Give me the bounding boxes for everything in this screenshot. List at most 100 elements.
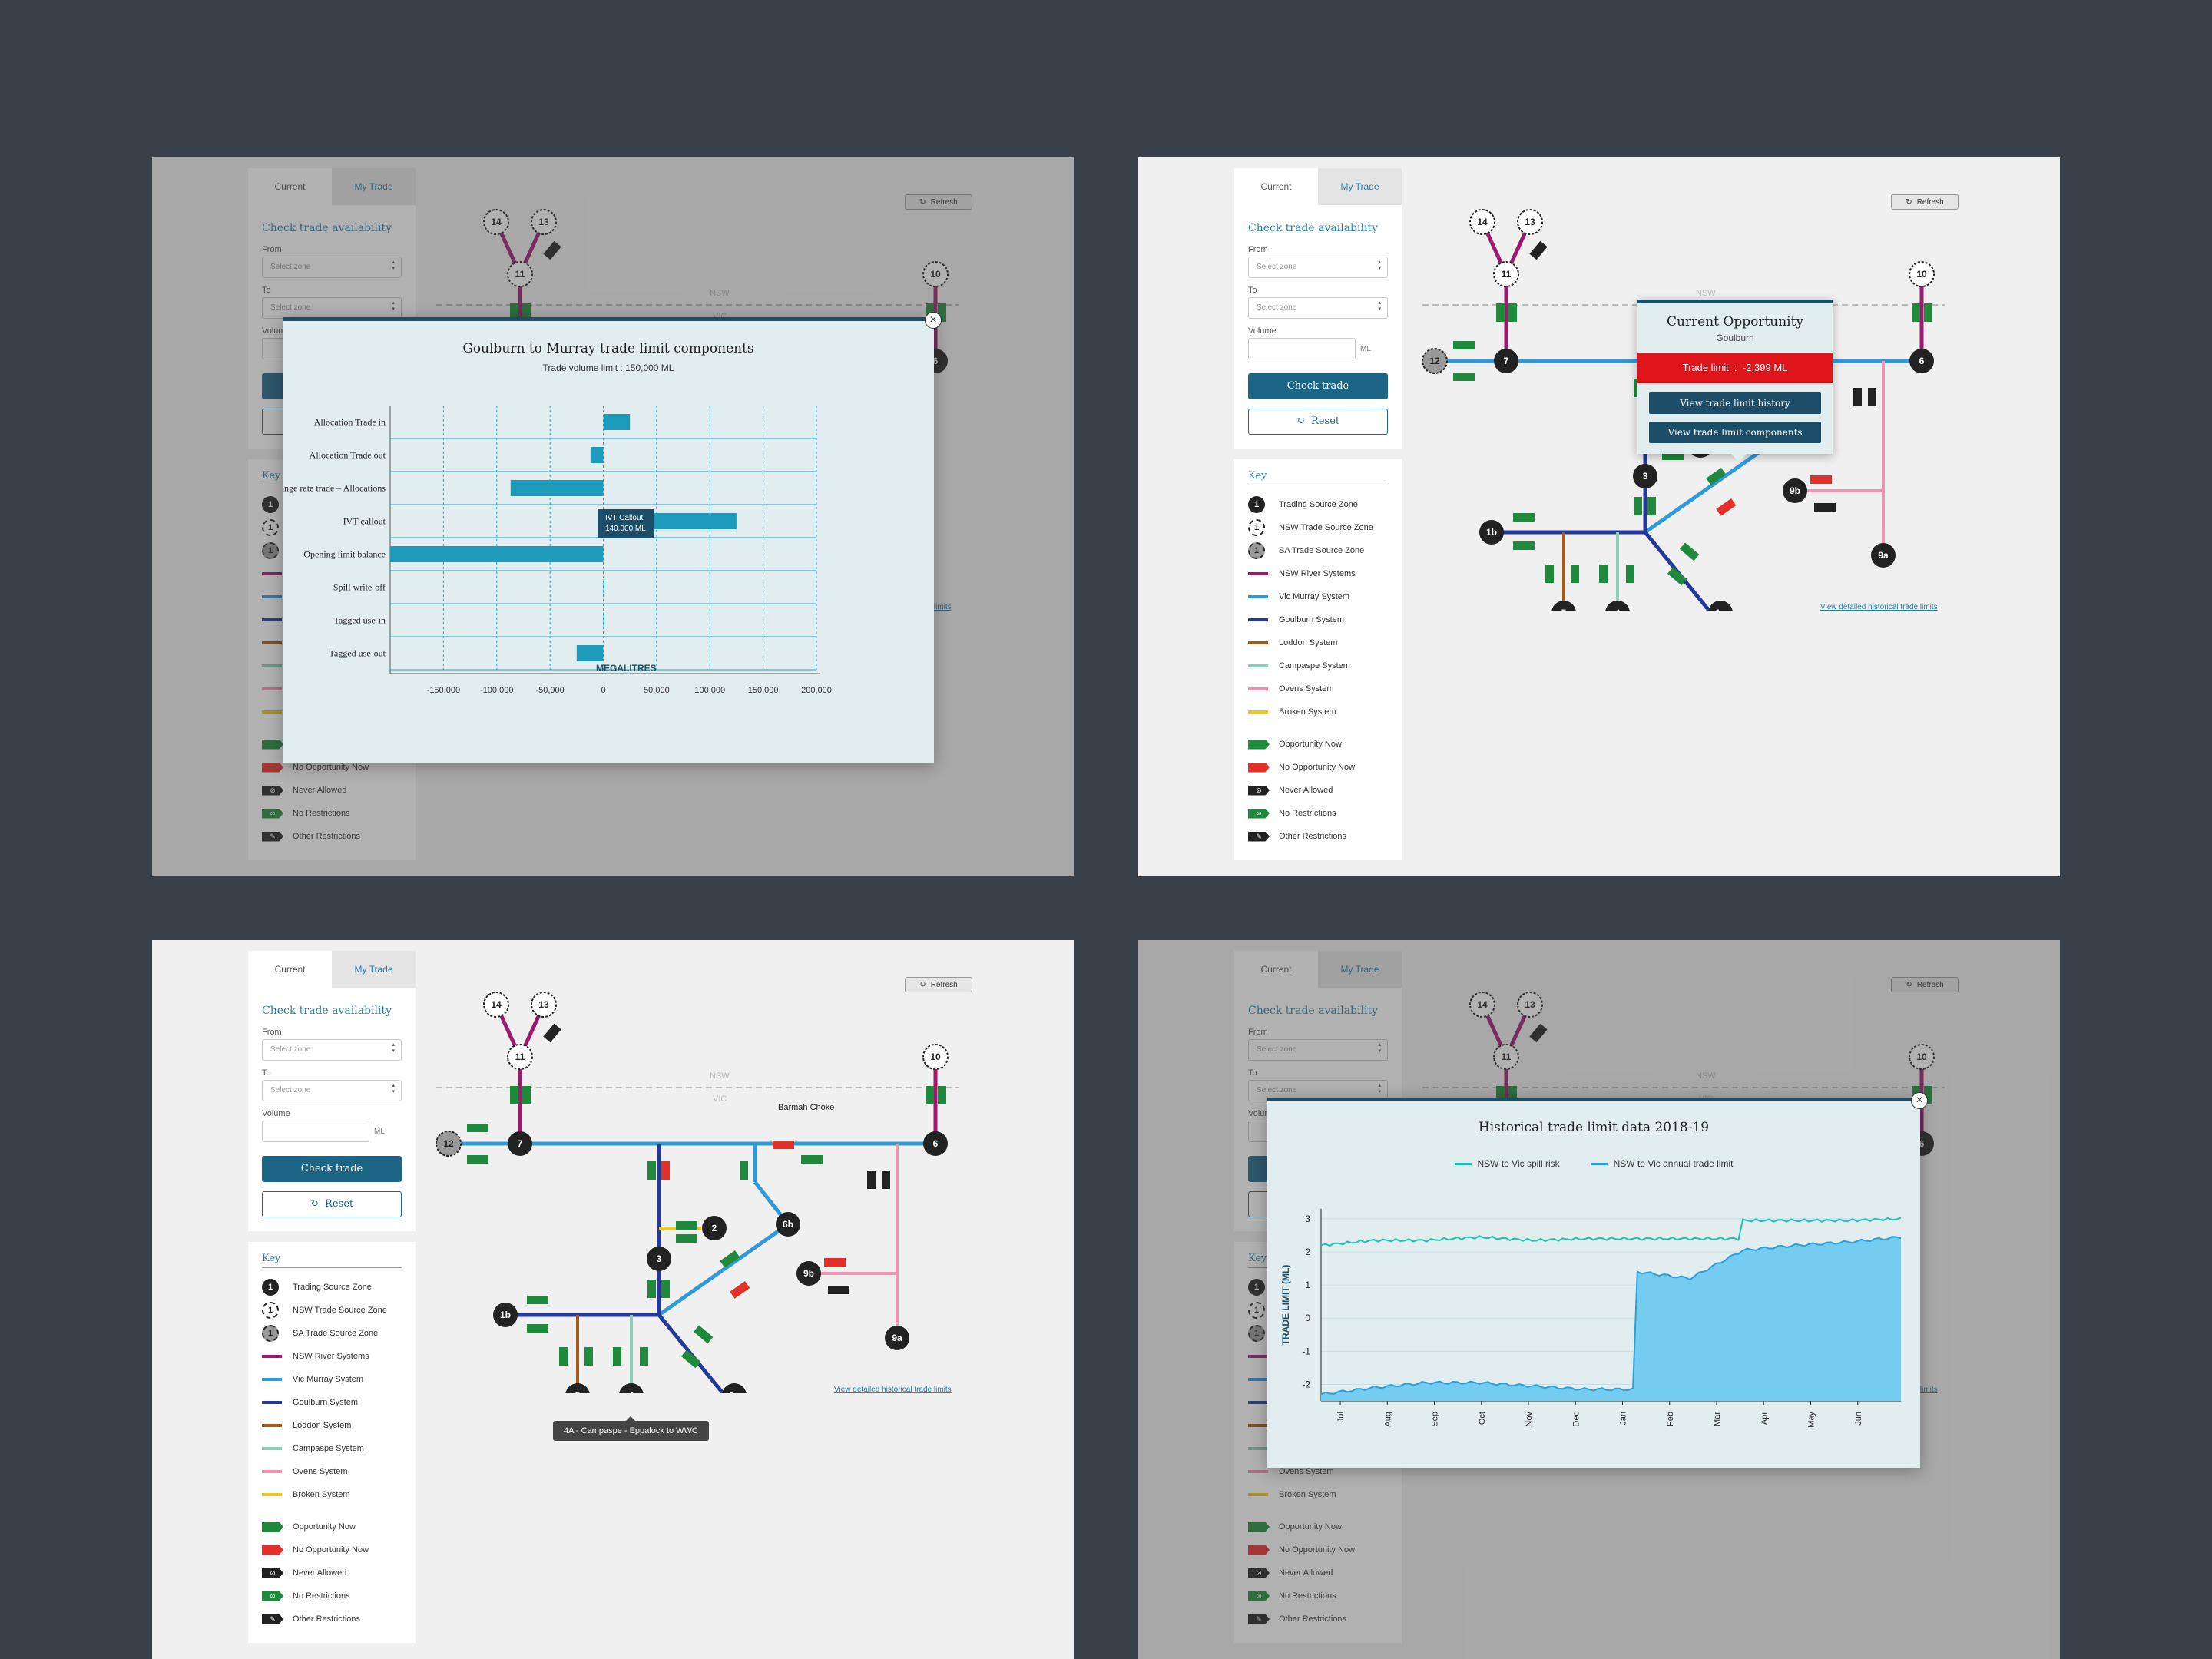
opportunity-flag-icon[interactable] [676, 1234, 697, 1243]
ban-flag-icon[interactable] [1868, 388, 1876, 406]
infinity-flag-icon[interactable] [1679, 542, 1700, 561]
zone-node-11[interactable] [507, 261, 533, 287]
zone-node-4[interactable] [1605, 601, 1630, 611]
infinity-flag-icon[interactable] [1571, 565, 1579, 583]
infinity-flag-icon[interactable] [467, 1155, 488, 1164]
no-opportunity-flag-icon[interactable] [661, 1161, 670, 1180]
opportunity-flag-icon[interactable] [676, 1221, 697, 1230]
zone-node-6[interactable] [1909, 349, 1934, 373]
infinity-flag-icon[interactable] [1453, 373, 1475, 381]
infinity-flag-icon[interactable] [1453, 341, 1475, 349]
opportunity-flag-icon[interactable] [1706, 468, 1727, 485]
infinity-flag-icon[interactable] [1626, 565, 1634, 583]
ban-flag-icon[interactable] [828, 1286, 849, 1294]
zone-node-7[interactable] [1494, 349, 1518, 373]
zone-node-5[interactable] [1551, 601, 1576, 611]
ban-flag-icon[interactable] [1853, 388, 1862, 406]
infinity-flag-icon[interactable] [1924, 303, 1932, 322]
no-opportunity-flag-icon[interactable] [824, 1258, 846, 1267]
infinity-flag-icon[interactable] [527, 1324, 548, 1333]
infinity-flag-icon[interactable] [1667, 567, 1687, 586]
zone-node-7[interactable] [508, 1131, 532, 1156]
close-icon[interactable]: × [1911, 1092, 1928, 1109]
zone-node-10[interactable] [1909, 1044, 1935, 1070]
volume-input[interactable] [1248, 338, 1356, 359]
zone-node-9a[interactable] [885, 1326, 909, 1350]
infinity-flag-icon[interactable] [467, 1124, 488, 1132]
opportunity-flag-icon[interactable] [720, 1250, 740, 1268]
zone-node-14[interactable] [1469, 992, 1495, 1018]
opportunity-flag-icon[interactable] [613, 1347, 621, 1366]
zone-node-11[interactable] [1493, 1044, 1519, 1070]
infinity-flag-icon[interactable] [661, 1280, 670, 1298]
tab-my-trade[interactable]: My Trade [332, 168, 416, 205]
zone-node-13[interactable] [531, 992, 557, 1018]
opportunity-flag-icon[interactable] [647, 1280, 656, 1298]
zone-node-13[interactable] [531, 209, 557, 235]
opportunity-flag-icon[interactable] [740, 1161, 748, 1180]
zone-node-13[interactable] [1517, 992, 1543, 1018]
infinity-flag-icon[interactable] [801, 1155, 823, 1164]
opportunity-flag-icon[interactable] [510, 303, 518, 322]
infinity-flag-icon[interactable] [693, 1325, 714, 1344]
pencil-flag-icon[interactable] [1529, 1023, 1548, 1043]
check-trade-button[interactable]: Check trade [262, 1156, 402, 1182]
refresh-button[interactable]: ↻ Refresh [905, 977, 972, 992]
infinity-flag-icon[interactable] [1508, 1086, 1517, 1104]
pencil-flag-icon[interactable] [1529, 240, 1548, 260]
infinity-flag-icon[interactable] [680, 1349, 701, 1369]
zone-node-11[interactable] [1493, 261, 1519, 287]
zone-node-12[interactable] [436, 1131, 462, 1157]
historical-limits-link[interactable]: View detailed historical trade limits [834, 1386, 952, 1394]
tab-current[interactable]: Current [1234, 168, 1318, 205]
opportunity-flag-icon[interactable] [1496, 1086, 1505, 1104]
ban-flag-icon[interactable] [867, 1171, 876, 1189]
zone-node-3[interactable] [1633, 464, 1657, 488]
zone-node-3[interactable] [647, 1247, 671, 1271]
opportunity-flag-icon[interactable] [1545, 565, 1554, 583]
zone-node-6[interactable] [923, 1131, 948, 1156]
view-components-button[interactable]: View trade limit components [1649, 422, 1821, 443]
opportunity-flag-icon[interactable] [559, 1347, 568, 1366]
zone-node-5[interactable] [565, 1383, 590, 1393]
tab-my-trade[interactable]: My Trade [1318, 951, 1402, 988]
infinity-flag-icon[interactable] [640, 1347, 648, 1366]
close-icon[interactable]: × [925, 312, 942, 329]
historical-limits-link[interactable]: View detailed historical trade limits [1820, 603, 1938, 611]
tab-current[interactable]: Current [1234, 951, 1318, 988]
check-trade-button[interactable]: Check trade [1248, 373, 1388, 399]
tab-current[interactable]: Current [248, 168, 332, 205]
zone-node-12[interactable] [1422, 348, 1448, 374]
opportunity-flag-icon[interactable] [1496, 303, 1505, 322]
ban-flag-icon[interactable] [1814, 503, 1836, 512]
zone-node-2[interactable] [702, 1216, 727, 1240]
ban-flag-icon[interactable] [882, 1171, 890, 1189]
zone-node-10[interactable] [1909, 261, 1935, 287]
zone-node-14[interactable] [483, 992, 509, 1018]
no-opportunity-flag-icon[interactable] [1810, 475, 1832, 484]
infinity-flag-icon[interactable] [938, 303, 946, 322]
opportunity-flag-icon[interactable] [1662, 452, 1684, 460]
tab-current[interactable]: Current [248, 951, 332, 988]
zone-node-14[interactable] [1469, 209, 1495, 235]
zone-node-14[interactable] [483, 209, 509, 235]
refresh-button[interactable]: ↻ Refresh [905, 194, 972, 210]
infinity-flag-icon[interactable] [1647, 497, 1656, 515]
opportunity-flag-icon[interactable] [1634, 497, 1642, 515]
view-history-button[interactable]: View trade limit history [1649, 392, 1821, 414]
zone-node-11[interactable] [507, 1044, 533, 1070]
no-opportunity-flag-icon[interactable] [773, 1141, 794, 1149]
zone-node-9b[interactable] [796, 1261, 821, 1286]
zone-node-1b[interactable] [493, 1303, 518, 1327]
reset-button[interactable]: ↻ Reset [262, 1191, 402, 1217]
refresh-button[interactable]: ↻ Refresh [1891, 194, 1959, 210]
zone-node-1a[interactable] [722, 1383, 747, 1393]
opportunity-flag-icon[interactable] [1912, 303, 1920, 322]
zone-node-1b[interactable] [1479, 520, 1504, 545]
no-opportunity-flag-icon[interactable] [730, 1281, 750, 1299]
pencil-flag-icon[interactable] [543, 1023, 561, 1043]
opportunity-flag-icon[interactable] [926, 1086, 934, 1104]
infinity-flag-icon[interactable] [527, 1296, 548, 1304]
infinity-flag-icon[interactable] [938, 1086, 946, 1104]
opportunity-flag-icon[interactable] [647, 1161, 656, 1180]
